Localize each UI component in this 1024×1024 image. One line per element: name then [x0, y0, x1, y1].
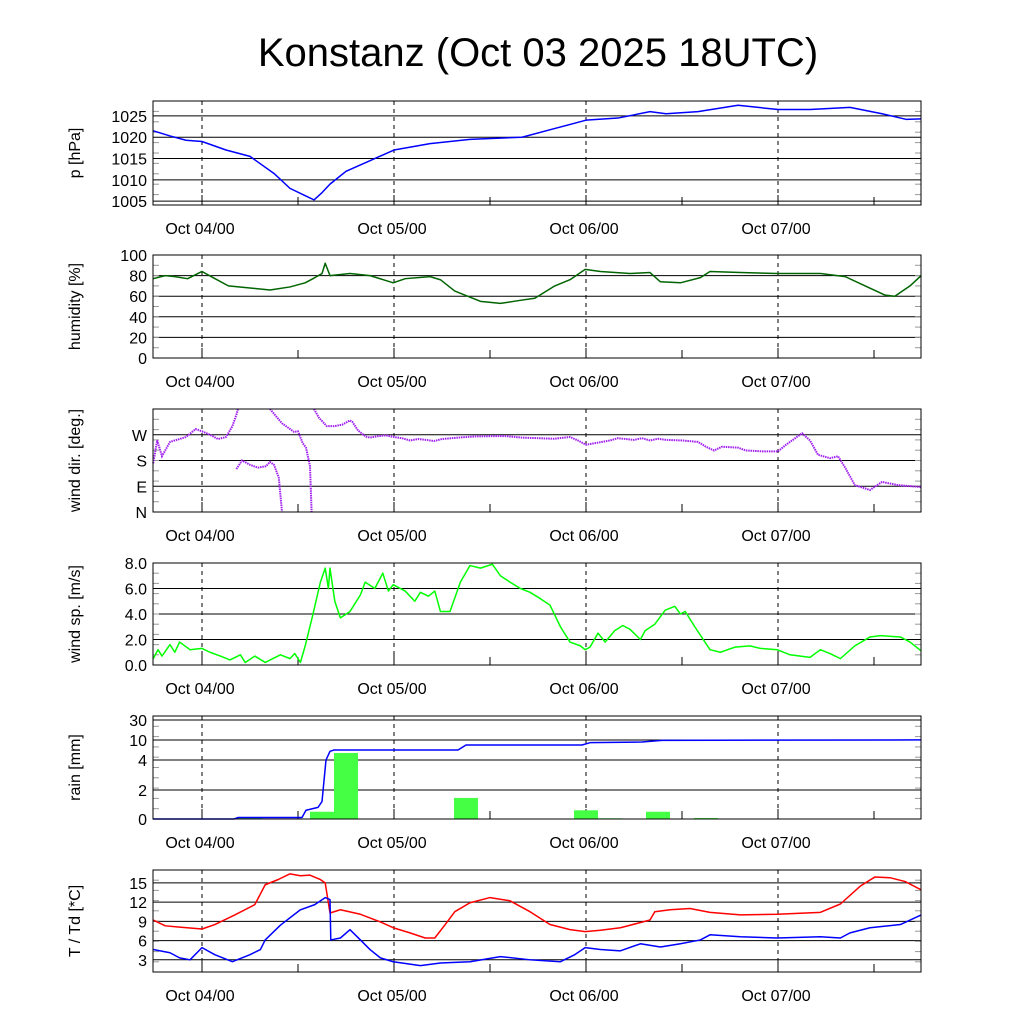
x-tick-label: Oct 05/00: [357, 835, 426, 852]
y-tick-label: 1025: [111, 109, 147, 126]
y-tick-label: 20: [129, 330, 147, 347]
y-tick-label: 3: [138, 953, 147, 970]
plot-frame: [152, 100, 922, 206]
x-tick-label: Oct 04/00: [165, 528, 234, 545]
x-tick-label: Oct 06/00: [549, 528, 618, 545]
x-tick-label: Oct 07/00: [741, 988, 810, 1005]
chart-title: Konstanz (Oct 03 2025 18UTC): [258, 31, 818, 75]
rain-bar: [454, 797, 478, 819]
y-tick-label: 6.0: [125, 582, 147, 599]
series-wind-direction: [235, 459, 283, 513]
x-tick-label: Oct 04/00: [165, 221, 234, 238]
x-tick-label: Oct 06/00: [549, 835, 618, 852]
y-axis-label: T / Td [*C]: [67, 885, 84, 957]
y-axis-label: p [hPa]: [67, 128, 84, 179]
x-tick-label: Oct 07/00: [741, 681, 810, 698]
series-wind-direction: [313, 408, 922, 492]
x-tick-label: Oct 07/00: [741, 528, 810, 545]
y-axis-label: wind sp. [m/s]: [67, 565, 84, 664]
y-tick-label: 100: [120, 248, 147, 265]
y-tick-label: 2: [138, 783, 147, 800]
x-tick-label: Oct 04/00: [165, 835, 234, 852]
y-tick-label: 2.0: [125, 633, 147, 650]
panel-pressure: 1005 1010 1015 1020 1025 Oct 04/00 Oct 05/00 Oc…: [67, 100, 922, 238]
x-tick-label: Oct 06/00: [549, 681, 618, 698]
rain-bar: [646, 811, 670, 819]
y-tick-label: 9: [138, 914, 147, 931]
y-tick-label: S: [136, 454, 147, 471]
x-tick-label: Oct 07/00: [741, 835, 810, 852]
y-tick-label: 0.0: [125, 658, 147, 675]
y-tick-label: 15: [129, 876, 147, 893]
y-tick-label: 6: [138, 934, 147, 951]
y-tick-label: 80: [129, 269, 147, 286]
x-tick-label: Oct 06/00: [549, 221, 618, 238]
panel-wind_speed: 0.0 2.0 4.0 6.0 8.0 Oct 04/00 Oct 05/00 Oct 06/…: [67, 556, 922, 698]
x-tick-label: Oct 05/00: [357, 221, 426, 238]
series-Td: [153, 896, 922, 967]
rain-bar: [334, 752, 358, 819]
y-tick-label: 30: [129, 713, 147, 730]
x-tick-label: Oct 07/00: [741, 374, 810, 391]
rain-bar: [694, 817, 718, 819]
y-tick-label: 4.0: [125, 607, 147, 624]
series-wind-speed: [152, 563, 922, 664]
rain-bar: [310, 811, 334, 819]
series-wind-direction: [269, 408, 313, 513]
plot-frame: [152, 408, 922, 513]
x-tick-label: Oct 04/00: [165, 681, 234, 698]
y-tick-label: E: [136, 479, 147, 496]
y-axis-label: wind dir. [deg.]: [67, 409, 84, 513]
y-tick-label: 12: [129, 895, 147, 912]
y-tick-label: 1005: [111, 194, 147, 211]
y-tick-label: 1015: [111, 152, 147, 169]
x-tick-label: Oct 05/00: [357, 374, 426, 391]
x-tick-label: Oct 05/00: [357, 988, 426, 1005]
plot-frame: [152, 715, 922, 820]
series-accumulated-rain: [153, 739, 922, 820]
plot-frame: [152, 254, 922, 359]
y-axis-label: humidity [%]: [67, 263, 84, 350]
y-tick-label: 60: [129, 289, 147, 306]
x-tick-label: Oct 04/00: [165, 374, 234, 391]
x-tick-label: Oct 06/00: [549, 374, 618, 391]
x-tick-label: Oct 05/00: [357, 681, 426, 698]
rain-bar: [238, 817, 262, 819]
y-tick-label: 8.0: [125, 556, 147, 573]
panel-humidity: 0 20 40 60 80 100 Oct 04/00 Oct 05/00 Oct 06/00 O…: [67, 248, 922, 391]
y-tick-label: N: [135, 505, 147, 522]
x-tick-label: Oct 04/00: [165, 988, 234, 1005]
series-humidity: [153, 262, 922, 305]
y-tick-label: 0: [138, 812, 147, 829]
y-axis-label: rain [mm]: [67, 734, 84, 801]
y-tick-label: 10: [129, 733, 147, 750]
y-tick-label: W: [132, 428, 148, 445]
y-tick-label: 40: [129, 310, 147, 327]
y-tick-label: 4: [138, 753, 147, 770]
x-tick-label: Oct 07/00: [741, 221, 810, 238]
plot-frame: [152, 562, 922, 666]
y-tick-label: 1020: [111, 130, 147, 147]
y-tick-label: 0: [138, 351, 147, 368]
y-tick-label: 1010: [111, 173, 147, 190]
rain-bar: [574, 810, 598, 819]
panel-rain: 0 2 4 10 30 Oct 04/00 Oct 05/00 Oct 06/00 Oct 07…: [67, 713, 922, 852]
plot-frame: [152, 869, 922, 973]
series-wind-direction: [152, 408, 239, 464]
series-T: [152, 873, 922, 939]
x-tick-label: Oct 06/00: [549, 988, 618, 1005]
series-pressure: [152, 104, 922, 201]
panel-temperature: 3 6 9 12 15 Oct 04/00 Oct 05/00 Oct 06/00 Oct 07…: [67, 869, 922, 1005]
x-tick-label: Oct 05/00: [357, 528, 426, 545]
